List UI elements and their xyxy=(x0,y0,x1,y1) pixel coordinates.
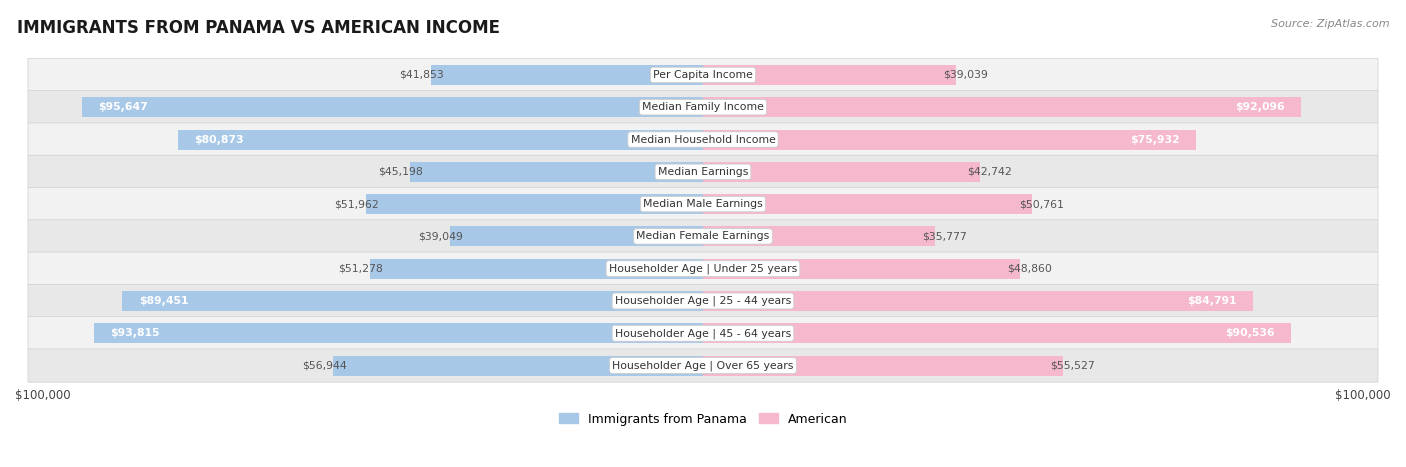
Text: $92,096: $92,096 xyxy=(1234,102,1285,112)
Legend: Immigrants from Panama, American: Immigrants from Panama, American xyxy=(558,412,848,425)
FancyBboxPatch shape xyxy=(28,123,1378,156)
Bar xyxy=(370,259,703,279)
FancyBboxPatch shape xyxy=(28,187,1378,221)
FancyBboxPatch shape xyxy=(28,349,1378,382)
Bar xyxy=(333,355,703,375)
FancyBboxPatch shape xyxy=(28,58,1378,92)
Text: $39,049: $39,049 xyxy=(418,232,463,241)
Text: $51,278: $51,278 xyxy=(339,264,384,274)
Text: $95,647: $95,647 xyxy=(98,102,148,112)
Text: $89,451: $89,451 xyxy=(139,296,188,306)
Text: $48,860: $48,860 xyxy=(1007,264,1052,274)
Text: $45,198: $45,198 xyxy=(378,167,423,177)
Text: $56,944: $56,944 xyxy=(302,361,346,370)
Text: IMMIGRANTS FROM PANAMA VS AMERICAN INCOME: IMMIGRANTS FROM PANAMA VS AMERICAN INCOM… xyxy=(17,19,501,37)
Bar xyxy=(409,162,703,182)
Text: Householder Age | Over 65 years: Householder Age | Over 65 years xyxy=(612,361,794,371)
Bar xyxy=(122,291,703,311)
Text: Householder Age | 25 - 44 years: Householder Age | 25 - 44 years xyxy=(614,296,792,306)
Bar xyxy=(703,162,980,182)
FancyBboxPatch shape xyxy=(28,252,1378,285)
Text: Source: ZipAtlas.com: Source: ZipAtlas.com xyxy=(1271,19,1389,28)
Bar xyxy=(703,291,1253,311)
Text: Median Female Earnings: Median Female Earnings xyxy=(637,232,769,241)
Bar xyxy=(703,259,1021,279)
Text: $90,536: $90,536 xyxy=(1225,328,1274,338)
Text: Median Earnings: Median Earnings xyxy=(658,167,748,177)
Text: Median Male Earnings: Median Male Earnings xyxy=(643,199,763,209)
Bar xyxy=(94,323,703,343)
FancyBboxPatch shape xyxy=(28,155,1378,189)
Bar xyxy=(703,323,1291,343)
Text: Median Household Income: Median Household Income xyxy=(630,134,776,145)
Bar xyxy=(450,226,703,247)
Text: $39,039: $39,039 xyxy=(943,70,988,80)
Text: $80,873: $80,873 xyxy=(194,134,243,145)
Bar xyxy=(703,355,1063,375)
Text: Householder Age | 45 - 64 years: Householder Age | 45 - 64 years xyxy=(614,328,792,339)
Text: $35,777: $35,777 xyxy=(922,232,967,241)
Text: Per Capita Income: Per Capita Income xyxy=(652,70,754,80)
Text: $41,853: $41,853 xyxy=(399,70,444,80)
FancyBboxPatch shape xyxy=(28,284,1378,318)
Text: $100,000: $100,000 xyxy=(1336,389,1391,402)
FancyBboxPatch shape xyxy=(28,220,1378,253)
Bar xyxy=(179,129,703,149)
Text: Median Family Income: Median Family Income xyxy=(643,102,763,112)
Text: $93,815: $93,815 xyxy=(110,328,160,338)
FancyBboxPatch shape xyxy=(28,317,1378,350)
Bar xyxy=(366,194,703,214)
Bar xyxy=(703,129,1197,149)
Text: $75,932: $75,932 xyxy=(1130,134,1180,145)
Bar xyxy=(703,226,935,247)
Text: $42,742: $42,742 xyxy=(967,167,1012,177)
Text: $55,527: $55,527 xyxy=(1050,361,1095,370)
Text: $50,761: $50,761 xyxy=(1019,199,1064,209)
Bar xyxy=(432,65,703,85)
FancyBboxPatch shape xyxy=(28,91,1378,124)
Text: $100,000: $100,000 xyxy=(15,389,70,402)
Bar xyxy=(703,194,1032,214)
Text: $51,962: $51,962 xyxy=(335,199,378,209)
Bar xyxy=(703,65,956,85)
Bar xyxy=(703,97,1301,117)
Bar xyxy=(82,97,703,117)
Text: $84,791: $84,791 xyxy=(1188,296,1237,306)
Text: Householder Age | Under 25 years: Householder Age | Under 25 years xyxy=(609,263,797,274)
